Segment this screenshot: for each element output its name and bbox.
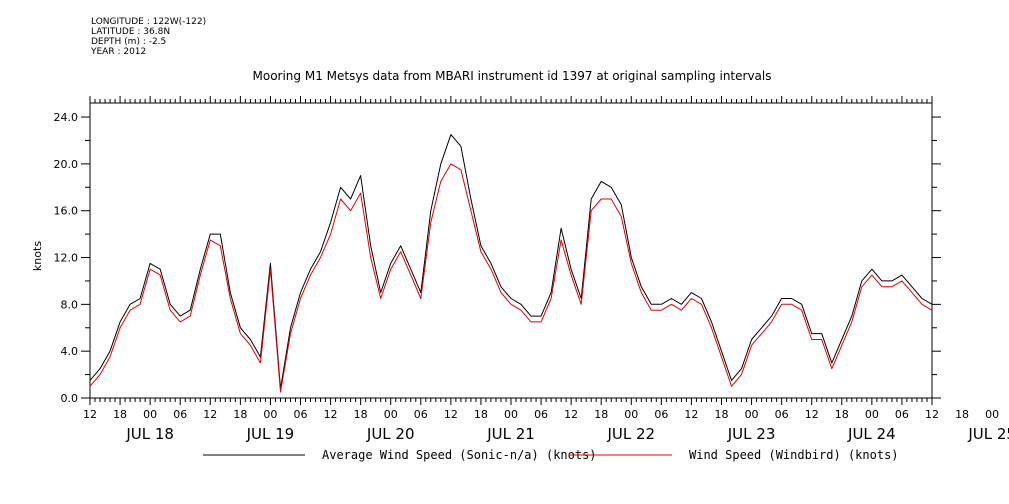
x-tick-label: 18 (354, 408, 368, 421)
x-day-label: JUL 23 (727, 425, 776, 443)
x-day-label: JUL 18 (125, 425, 174, 443)
depth-label: DEPTH (m) : -2.5 (91, 37, 167, 47)
chart-title: Mooring M1 Metsys data from MBARI instru… (253, 69, 772, 83)
legend-label: Wind Speed (Windbird) (knots) (689, 448, 899, 462)
x-tick-label: 00 (504, 408, 518, 421)
x-tick-label: 12 (564, 408, 578, 421)
x-tick-label: 12 (203, 408, 217, 421)
x-tick-label: 06 (294, 408, 308, 421)
x-tick-label: 12 (805, 408, 819, 421)
y-tick-label: 24.0 (54, 111, 79, 124)
y-tick-label: 0.0 (61, 392, 79, 405)
x-tick-label: 06 (775, 408, 789, 421)
x-tick-label: 12 (444, 408, 458, 421)
x-tick-label: 06 (534, 408, 548, 421)
x-day-label: JUL 25 (967, 425, 1009, 443)
x-tick-label: 18 (835, 408, 849, 421)
y-tick-label: 4.0 (61, 345, 79, 358)
x-tick-label: 06 (895, 408, 909, 421)
y-tick-label: 12.0 (54, 252, 79, 265)
x-tick-label: 18 (474, 408, 488, 421)
y-tick-label: 16.0 (54, 205, 79, 218)
x-tick-label: 18 (955, 408, 969, 421)
y-axis-label: knots (31, 241, 44, 271)
x-tick-label: 00 (384, 408, 398, 421)
y-tick-label: 20.0 (54, 158, 79, 171)
plot-frame (89, 102, 933, 399)
x-tick-label: 18 (233, 408, 247, 421)
legend: Average Wind Speed (Sonic-n/a) (knots) Wi… (203, 448, 899, 462)
x-tick-label: 12 (925, 408, 939, 421)
x-tick-label: 12 (83, 408, 97, 421)
series-line-windbird (89, 163, 933, 393)
legend-label: Average Wind Speed (Sonic-n/a) (knots) (322, 448, 597, 462)
x-tick-label: 18 (594, 408, 608, 421)
x-tick-label: 06 (654, 408, 668, 421)
x-tick-label: 06 (173, 408, 187, 421)
x-tick-label: 00 (745, 408, 759, 421)
x-tick-label: 00 (985, 408, 999, 421)
y-axis-ticks: 0.0 4.0 8.0 12.0 16.0 20.0 24.0 (54, 111, 941, 405)
x-day-label: JUL 22 (606, 425, 655, 443)
series-line-sonic (89, 134, 933, 390)
x-tick-label: 18 (715, 408, 729, 421)
x-tick-label: 00 (263, 408, 277, 421)
x-tick-label: 12 (684, 408, 698, 421)
x-tick-label: 06 (414, 408, 428, 421)
x-tick-label: 00 (865, 408, 879, 421)
x-axis-ticks: 12 18 00 06 12 18 00 06 12 18 00 06 12 18 00 06 12 18 00 06… (83, 96, 1009, 443)
x-day-label: JUL 21 (486, 425, 535, 443)
plot-border (89, 102, 933, 399)
x-day-label: JUL 19 (246, 425, 295, 443)
year-label: YEAR : 2012 (91, 47, 147, 57)
x-tick-label: 00 (624, 408, 638, 421)
latitude-label: LATITUDE : 36.8N (91, 27, 171, 37)
x-tick-label: 00 (143, 408, 157, 421)
series-layer (89, 134, 933, 393)
x-day-label: JUL 24 (847, 425, 896, 443)
x-day-label: JUL 20 (366, 425, 415, 443)
x-tick-label: 18 (113, 408, 127, 421)
metadata-block: LONGITUDE : 122W(-122) LATITUDE : 36.8N … (91, 17, 206, 57)
y-tick-label: 8.0 (61, 298, 79, 311)
longitude-label: LONGITUDE : 122W(-122) (91, 17, 207, 27)
x-tick-label: 12 (324, 408, 338, 421)
